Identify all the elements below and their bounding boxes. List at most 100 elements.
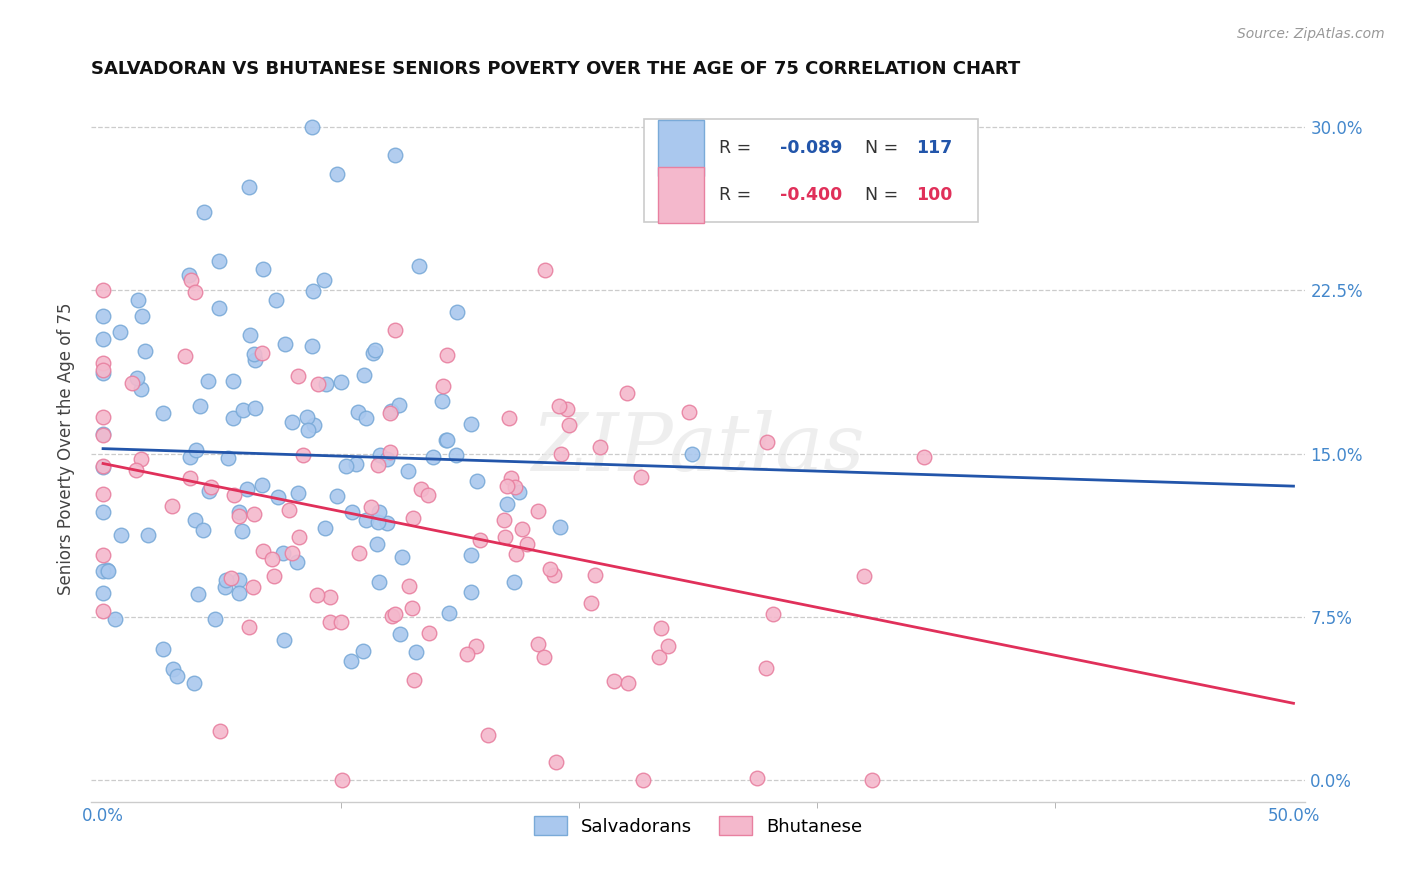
Point — [508, 485, 530, 500]
Point — [287, 486, 309, 500]
Point — [134, 343, 156, 358]
Point — [262, 552, 284, 566]
Point — [380, 404, 402, 418]
Point — [446, 305, 468, 319]
Text: ZIPatlas: ZIPatlas — [531, 409, 865, 487]
Point — [335, 458, 357, 473]
Point — [416, 488, 439, 502]
Point — [544, 755, 567, 769]
Point — [494, 530, 516, 544]
Point — [136, 528, 159, 542]
Point — [250, 478, 273, 492]
Point — [267, 490, 290, 504]
Point — [91, 458, 114, 473]
Point — [264, 293, 287, 308]
Point — [200, 480, 222, 494]
Point — [297, 423, 319, 437]
Point — [238, 620, 260, 634]
Point — [197, 375, 219, 389]
Point — [191, 523, 214, 537]
Text: Source: ZipAtlas.com: Source: ZipAtlas.com — [1237, 27, 1385, 41]
Point — [219, 571, 242, 585]
Point — [307, 588, 329, 602]
Point — [389, 626, 412, 640]
Point — [460, 548, 482, 562]
Point — [228, 573, 250, 587]
Point — [273, 632, 295, 647]
Point — [368, 448, 391, 462]
Point — [340, 654, 363, 668]
Point — [375, 516, 398, 530]
Point — [347, 546, 370, 560]
Point — [548, 520, 571, 534]
Point — [360, 500, 382, 514]
Point — [579, 596, 602, 610]
Point — [179, 471, 201, 485]
Point — [238, 179, 260, 194]
Point — [534, 262, 557, 277]
Point — [510, 522, 533, 536]
FancyBboxPatch shape — [658, 167, 704, 224]
Point — [756, 435, 779, 450]
Point — [326, 167, 349, 181]
Point — [152, 406, 174, 420]
Point — [184, 513, 207, 527]
Point — [367, 458, 389, 472]
Text: SALVADORAN VS BHUTANESE SENIORS POVERTY OVER THE AGE OF 75 CORRELATION CHART: SALVADORAN VS BHUTANESE SENIORS POVERTY … — [91, 60, 1021, 78]
Point — [617, 675, 640, 690]
Point — [245, 401, 267, 415]
Point — [346, 405, 368, 419]
Point — [177, 268, 200, 282]
Point — [160, 499, 183, 513]
Point — [745, 771, 768, 785]
Point — [648, 650, 671, 665]
Point — [444, 448, 467, 462]
Point — [527, 637, 550, 651]
Point — [91, 426, 114, 441]
Point — [215, 573, 238, 587]
Point — [263, 568, 285, 582]
Point — [325, 489, 347, 503]
Point — [398, 464, 420, 478]
Point — [91, 604, 114, 618]
Text: N =: N = — [865, 186, 904, 204]
Point — [330, 615, 353, 629]
Point — [912, 450, 935, 464]
Point — [91, 505, 114, 519]
Point — [547, 399, 569, 413]
Point — [558, 418, 581, 433]
Point — [91, 333, 114, 347]
Point — [292, 448, 315, 462]
Point — [330, 375, 353, 389]
Point — [129, 451, 152, 466]
Point — [252, 543, 274, 558]
Point — [630, 470, 652, 484]
Point — [344, 457, 367, 471]
Point — [583, 568, 606, 582]
Point — [340, 505, 363, 519]
Point — [432, 379, 454, 393]
Point — [852, 569, 875, 583]
Point — [285, 555, 308, 569]
Point — [411, 482, 433, 496]
Point — [287, 369, 309, 384]
Point — [162, 662, 184, 676]
Point — [375, 451, 398, 466]
Point — [242, 347, 264, 361]
Point — [364, 343, 387, 357]
Point — [204, 612, 226, 626]
Point — [91, 427, 114, 442]
Point — [492, 513, 515, 527]
Point — [682, 447, 704, 461]
Point — [384, 607, 406, 621]
Point — [405, 645, 427, 659]
Point — [354, 513, 377, 527]
Point — [366, 536, 388, 550]
Point — [755, 661, 778, 675]
Point — [179, 450, 201, 464]
Point — [353, 368, 375, 383]
Point — [152, 641, 174, 656]
Point — [301, 338, 323, 352]
Point — [91, 487, 114, 501]
Point — [465, 475, 488, 489]
